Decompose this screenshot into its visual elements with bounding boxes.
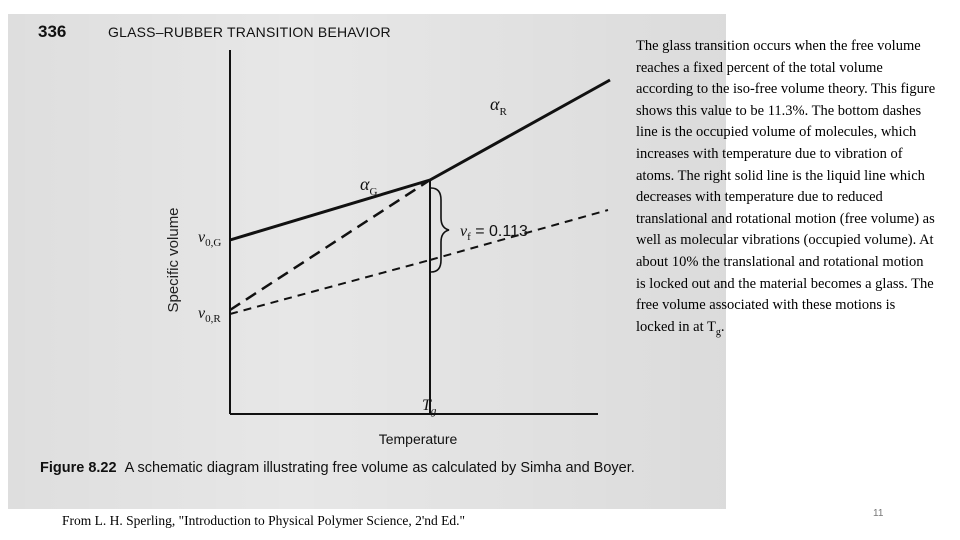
free-volume-diagram: Specific volume Temperature v0,G v0,R αR… bbox=[165, 50, 611, 447]
rubber-extrapolation bbox=[229, 178, 431, 312]
y-axis-label: Specific volume bbox=[165, 207, 182, 312]
explanation-end: . bbox=[720, 318, 725, 335]
book-page-header: GLASS–RUBBER TRANSITION BEHAVIOR bbox=[108, 24, 391, 40]
source-citation: From L. H. Sperling, "Introduction to Ph… bbox=[62, 513, 466, 528]
scanned-book-page: 336 GLASS–RUBBER TRANSITION BEHAVIOR Spe… bbox=[8, 14, 726, 509]
occupied-volume-line bbox=[229, 259, 431, 315]
slide-number: 11 bbox=[873, 508, 884, 519]
explanation-tg-subscript: g bbox=[715, 326, 721, 338]
figure-caption-text: A schematic diagram illustrating free vo… bbox=[124, 460, 635, 476]
free-volume-label: vf = 0.113 bbox=[460, 223, 528, 243]
explanation-main: The glass transition occurs when the fre… bbox=[636, 38, 936, 335]
alpha-r-label: αR bbox=[490, 94, 507, 118]
free-volume-brace bbox=[430, 187, 450, 273]
occupied-volume-extension bbox=[429, 209, 609, 261]
tg-label: Tg bbox=[422, 397, 437, 417]
v0g-label: v0,G bbox=[198, 229, 221, 249]
v0r-label: v0,R bbox=[198, 305, 221, 325]
scan-shading bbox=[8, 14, 726, 509]
x-axis-label: Temperature bbox=[379, 431, 458, 447]
figure-number: Figure 8.22 bbox=[40, 460, 117, 476]
explanation-text: The glass transition occurs when the fre… bbox=[636, 36, 936, 343]
rubber-line bbox=[429, 78, 611, 182]
figure-caption: Figure 8.22 A schematic diagram illustra… bbox=[40, 458, 726, 478]
glass-line bbox=[229, 178, 431, 242]
alpha-g-label: αG bbox=[360, 174, 377, 198]
book-page-number: 336 bbox=[38, 22, 67, 41]
